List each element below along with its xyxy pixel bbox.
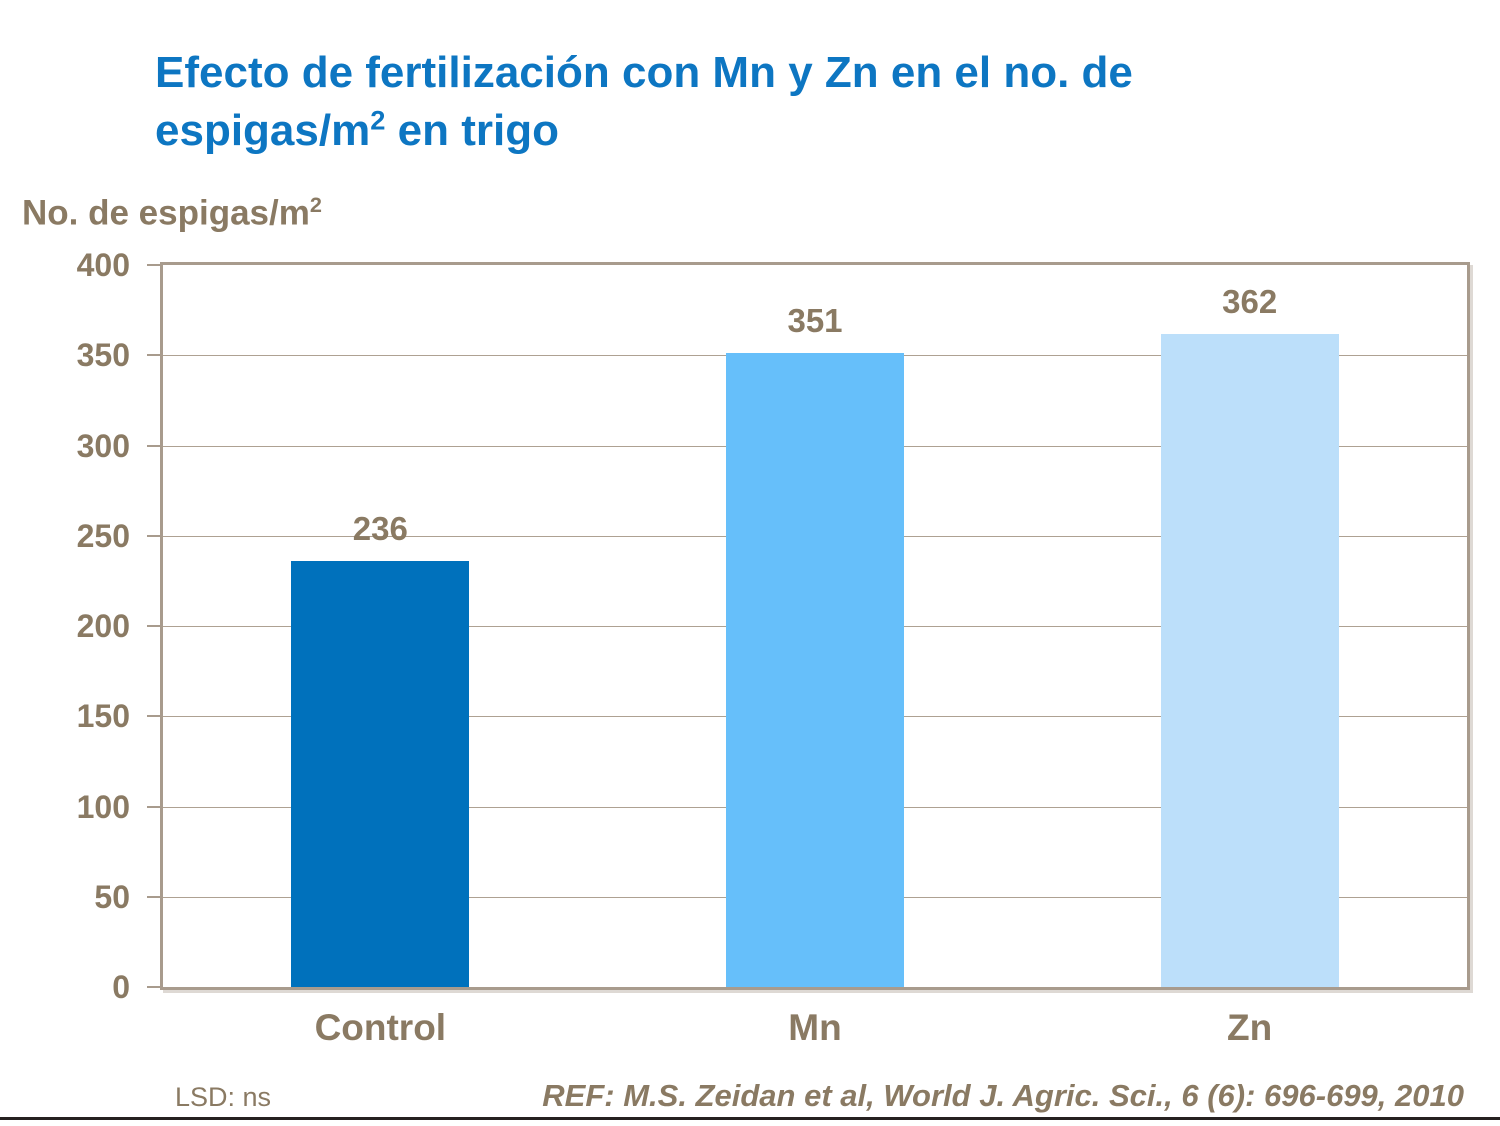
x-axis-label-zn: Zn [1227,1007,1273,1048]
y-tick-label-200: 200 [76,608,130,644]
y-tick-mark-150 [147,715,160,718]
chart-title-line1: Efecto de fertilización con Mn y Zn en e… [155,48,1133,97]
y-tick-label-0: 0 [112,969,130,1005]
y-tick-label-350: 350 [76,337,130,374]
y-axis-title: No. de espigas/m2 [22,192,322,234]
y-axis-title-text: No. de espigas/m [22,193,310,233]
chart-title-line2-pre: espigas/m [155,106,371,156]
y-tick-label-100: 100 [76,788,130,825]
bar-value-label-mn: 351 [787,302,843,340]
y-tick-label-150: 150 [76,698,130,735]
chart-title-superscript: 2 [370,104,386,136]
chart-title-line2-post: en trigo [385,106,559,156]
y-tick-mark-50 [147,895,160,898]
y-tick-label-50: 50 [94,878,130,915]
x-axis-label-mn: Mn [788,1007,842,1048]
x-axis-label-control: Control [314,1007,447,1048]
y-tick-label-400: 400 [76,247,130,283]
y-tick-mark-400 [147,264,160,266]
bar-control [291,561,470,987]
y-tick-label-250: 250 [76,517,130,554]
bar-value-label-control: 236 [352,510,408,548]
y-axis-title-superscript: 2 [309,192,322,217]
y-tick-mark-0 [147,986,160,988]
lsd-note: LSD: ns [175,1082,272,1112]
reference-citation: REF: M.S. Zeidan et al, World J. Agric. … [542,1078,1464,1113]
bar-zn [1160,333,1339,987]
y-tick-mark-300 [147,444,160,447]
bottom-border-line [0,1117,1500,1120]
y-tick-mark-350 [147,354,160,357]
plot-area [160,262,1470,990]
chart-title-line2: espigas/m2 en trigo [155,102,1415,160]
y-tick-label-300: 300 [76,427,130,464]
bar-value-label-zn: 362 [1222,282,1278,320]
bar-mn [726,353,904,987]
y-tick-mark-250 [147,534,160,537]
y-tick-mark-200 [147,625,160,627]
chart-title: Efecto de fertilización con Mn y Zn en e… [155,44,1415,160]
y-tick-mark-100 [147,805,160,808]
